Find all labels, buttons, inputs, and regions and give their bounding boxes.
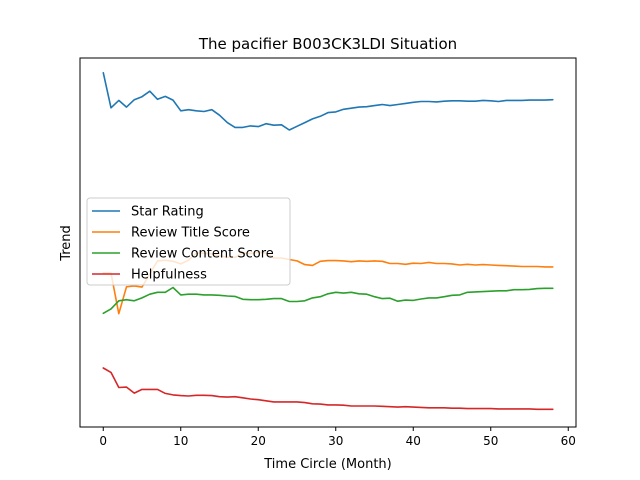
legend-box xyxy=(86,197,291,286)
series-line-helpfulness xyxy=(102,367,554,411)
x-tick-label: 50 xyxy=(483,434,498,448)
x-tick-label: 40 xyxy=(406,434,421,448)
plot-frame xyxy=(79,57,577,428)
legend: Star Rating Review Title Score Review Cont… xyxy=(86,197,291,286)
legend-label: Review Title Score xyxy=(131,226,250,241)
chart-title: The pacifier B003CK3LDI Situation xyxy=(198,35,457,53)
legend-label: Review Content Score xyxy=(131,247,274,262)
legend-label: Helpfulness xyxy=(131,268,207,283)
x-axis-ticks: 0 10 20 30 40 50 60 xyxy=(99,427,576,448)
x-axis-label: Time Circle (Month) xyxy=(263,457,391,472)
series-line-star-rating xyxy=(102,72,554,131)
y-axis-label: Trend xyxy=(59,225,74,262)
x-tick-label: 10 xyxy=(173,434,188,448)
x-tick-label: 20 xyxy=(251,434,266,448)
x-tick-label: 0 xyxy=(99,434,107,448)
series-line-review-content-score xyxy=(102,286,554,315)
x-tick-label: 60 xyxy=(561,434,576,448)
x-tick-label: 30 xyxy=(328,434,343,448)
legend-label: Star Rating xyxy=(131,205,204,220)
